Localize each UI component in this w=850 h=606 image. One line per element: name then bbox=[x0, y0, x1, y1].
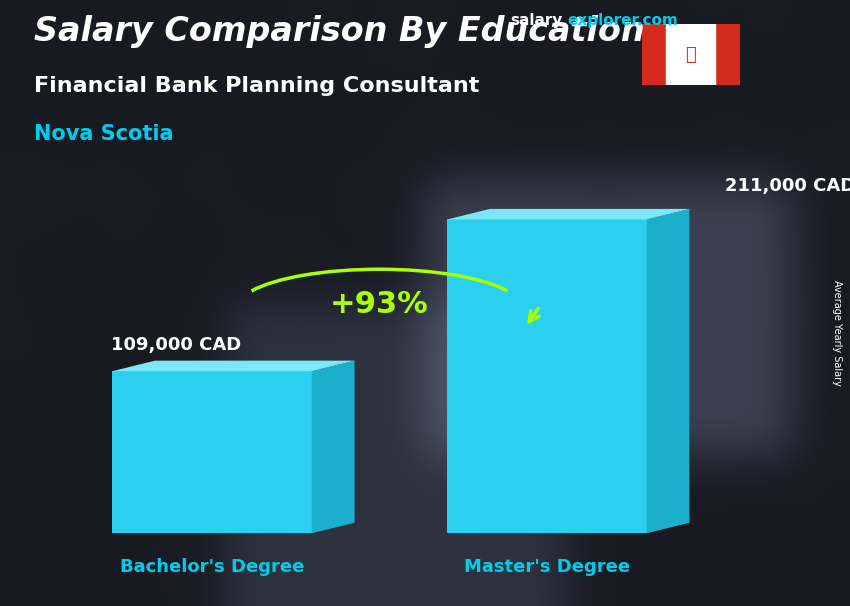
Text: Bachelor's Degree: Bachelor's Degree bbox=[120, 558, 304, 576]
Polygon shape bbox=[447, 209, 689, 219]
Text: salary: salary bbox=[510, 13, 563, 28]
Text: explorer.com: explorer.com bbox=[568, 13, 678, 28]
Bar bbox=[666, 24, 715, 85]
Text: 🍁: 🍁 bbox=[685, 45, 696, 64]
Polygon shape bbox=[447, 219, 647, 533]
Polygon shape bbox=[112, 371, 312, 533]
Text: Nova Scotia: Nova Scotia bbox=[34, 124, 173, 144]
Polygon shape bbox=[312, 361, 354, 533]
Text: 211,000 CAD: 211,000 CAD bbox=[725, 177, 850, 195]
Polygon shape bbox=[647, 209, 689, 533]
Polygon shape bbox=[112, 361, 354, 371]
Text: 109,000 CAD: 109,000 CAD bbox=[111, 336, 241, 353]
Bar bbox=[642, 24, 666, 85]
Text: Financial Bank Planning Consultant: Financial Bank Planning Consultant bbox=[34, 76, 479, 96]
Text: Salary Comparison By Education: Salary Comparison By Education bbox=[34, 15, 644, 48]
Text: +93%: +93% bbox=[330, 290, 429, 319]
Text: Average Yearly Salary: Average Yearly Salary bbox=[832, 281, 842, 386]
Bar bbox=[715, 24, 740, 85]
Text: Master's Degree: Master's Degree bbox=[464, 558, 630, 576]
